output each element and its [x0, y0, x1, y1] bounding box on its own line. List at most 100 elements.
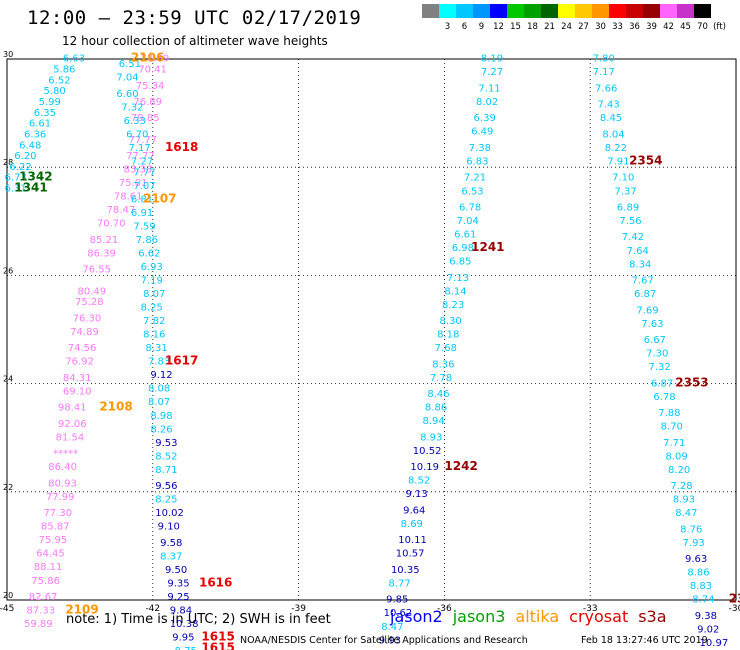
wave-height-value: 10.62 [384, 608, 413, 619]
pass-time-label: 2106 [131, 51, 164, 65]
wave-height-value: 9.35 [167, 578, 189, 589]
wave-height-value: 7.77 [133, 167, 155, 178]
wave-height-value: 8.18 [437, 330, 459, 341]
wave-height-value: 7.82 [143, 316, 165, 327]
wave-height-value: 9.85 [386, 595, 408, 606]
wave-height-value: 10.52 [413, 446, 442, 457]
pass-time-label: 2352 [729, 592, 740, 606]
wave-height-value: 10.20 [376, 649, 405, 650]
wave-height-value: 85.87 [41, 522, 70, 533]
legend-label: 36 [629, 22, 640, 32]
wave-height-value: 85.21 [90, 235, 119, 246]
wave-height-value: 6.62 [138, 248, 160, 259]
wave-height-value: 8.70 [661, 422, 683, 433]
wave-height-value: 7.63 [641, 319, 663, 330]
page-title: 12:00 — 23:59 UTC 02/17/2019 [27, 7, 362, 29]
wave-height-value: 7.30 [646, 349, 668, 360]
footnote: note: 1) Time is in UTC; 2) SWH is in fe… [66, 612, 331, 627]
legend-label: 9 [478, 22, 485, 32]
legend-label: 30 [595, 22, 606, 32]
wave-height-value: 10.57 [396, 549, 425, 560]
wave-height-value: 8.16 [143, 330, 165, 341]
legend-bin: 27 [575, 4, 592, 32]
wave-height-value: 64.45 [36, 549, 65, 560]
wave-height-value: 8.86 [425, 403, 447, 414]
wave-height-value: 7.04 [116, 73, 138, 84]
wave-height-value: 8.75 [175, 646, 197, 650]
wave-height-value: 6.67 [644, 335, 666, 346]
legend-bin: 30 [592, 4, 609, 32]
wave-height-value: 8.08 [148, 384, 170, 395]
wave-height-value: 6.91 [131, 208, 153, 219]
wave-height-value: 8.30 [440, 316, 462, 327]
wave-height-value: 9.56 [155, 481, 177, 492]
wave-height-value: 6.36 [24, 129, 46, 140]
wave-height-value: 8.47 [675, 508, 697, 519]
page-subtitle: 12 hour collection of altimeter wave hei… [62, 34, 328, 48]
legend-label: 3 [444, 22, 451, 32]
pass-time-label: 1615 [201, 630, 234, 644]
wave-height-value: 77.30 [43, 508, 72, 519]
wave-height-value: 10.97 [700, 638, 729, 649]
legend-bin: 42 [660, 4, 677, 32]
pass-time-label: 235 [738, 649, 740, 650]
wave-height-value: 6.35 [34, 108, 56, 119]
wave-height-value: 7.69 [636, 305, 658, 316]
legend-swatch [660, 4, 677, 18]
wave-height-value: 6.20 [14, 151, 36, 162]
wave-height-value: 70.70 [97, 219, 126, 230]
pass-time-label: 2108 [99, 400, 132, 414]
wave-height-value: 6.70 [126, 129, 148, 140]
wave-height-value: 8.86 [687, 568, 709, 579]
wave-height-value: 8.52 [408, 476, 430, 487]
wave-height-value: 88.11 [34, 562, 63, 573]
plot-frame [6, 58, 737, 601]
wave-height-value: 6.53 [461, 186, 483, 197]
wave-height-value: 8.07 [143, 289, 165, 300]
pass-time-label: 1241 [471, 240, 504, 254]
legend-bin: 9 [473, 4, 490, 32]
wave-height-value: 7.86 [136, 235, 158, 246]
wave-height-value: 78.61 [114, 192, 143, 203]
pass-time-label: 1341 [14, 181, 47, 195]
wave-height-value: 8.19 [481, 54, 503, 65]
wave-height-value: 8.36 [432, 359, 454, 370]
x-tick-label: -33 [583, 604, 598, 614]
x-tick-label: -39 [291, 604, 306, 614]
pass-time-label: 2353 [675, 375, 708, 389]
wave-height-value: 8.02 [476, 97, 498, 108]
wave-height-value: 80.93 [48, 478, 77, 489]
wave-height-value: 8.94 [423, 416, 445, 427]
wave-height-value: 7.21 [464, 173, 486, 184]
wave-height-value: 7.27 [481, 67, 503, 78]
legend-swatch [643, 4, 660, 18]
wave-height-value: 7.04 [457, 216, 479, 227]
wave-height-value: 8.31 [146, 343, 168, 354]
wave-height-value: 98.41 [58, 403, 87, 414]
wave-height-value: 75.28 [75, 297, 104, 308]
y-tick-label: 20 [3, 591, 13, 600]
credit-text: NOAA/NESDIS Center for Satellite Applica… [240, 635, 528, 646]
wave-height-value: 6.93 [141, 262, 163, 273]
legend-bin: 39 [643, 4, 660, 32]
wave-height-value: 7.10 [612, 173, 634, 184]
wave-height-value: 9.13 [406, 489, 428, 500]
wave-height-value: 6.87 [651, 378, 673, 389]
pass-time-label: 2109 [65, 603, 98, 617]
wave-height-value: 8.26 [150, 424, 172, 435]
x-tick-label: -30 [729, 604, 740, 614]
wave-height-value: 86.40 [48, 462, 77, 473]
legend-bin: 12 [490, 4, 507, 32]
wave-height-value: 6.48 [19, 140, 41, 151]
legend-swatch [558, 4, 575, 18]
wave-height-value: 8.52 [155, 451, 177, 462]
satellite-legend-item: altika [515, 607, 560, 626]
wave-height-value: 6.31 [5, 184, 27, 195]
wave-height-value: 9.10 [158, 522, 180, 533]
y-tick-label: 22 [3, 483, 13, 492]
wave-height-value: 7.78 [430, 373, 452, 384]
wave-height-value: 8.74 [692, 595, 714, 606]
timestamp-text: Feb 18 13:27:46 UTC 2019 [581, 635, 708, 646]
wave-height-value: 7.71 [663, 438, 685, 449]
wave-height-value: 7.88 [658, 408, 680, 419]
